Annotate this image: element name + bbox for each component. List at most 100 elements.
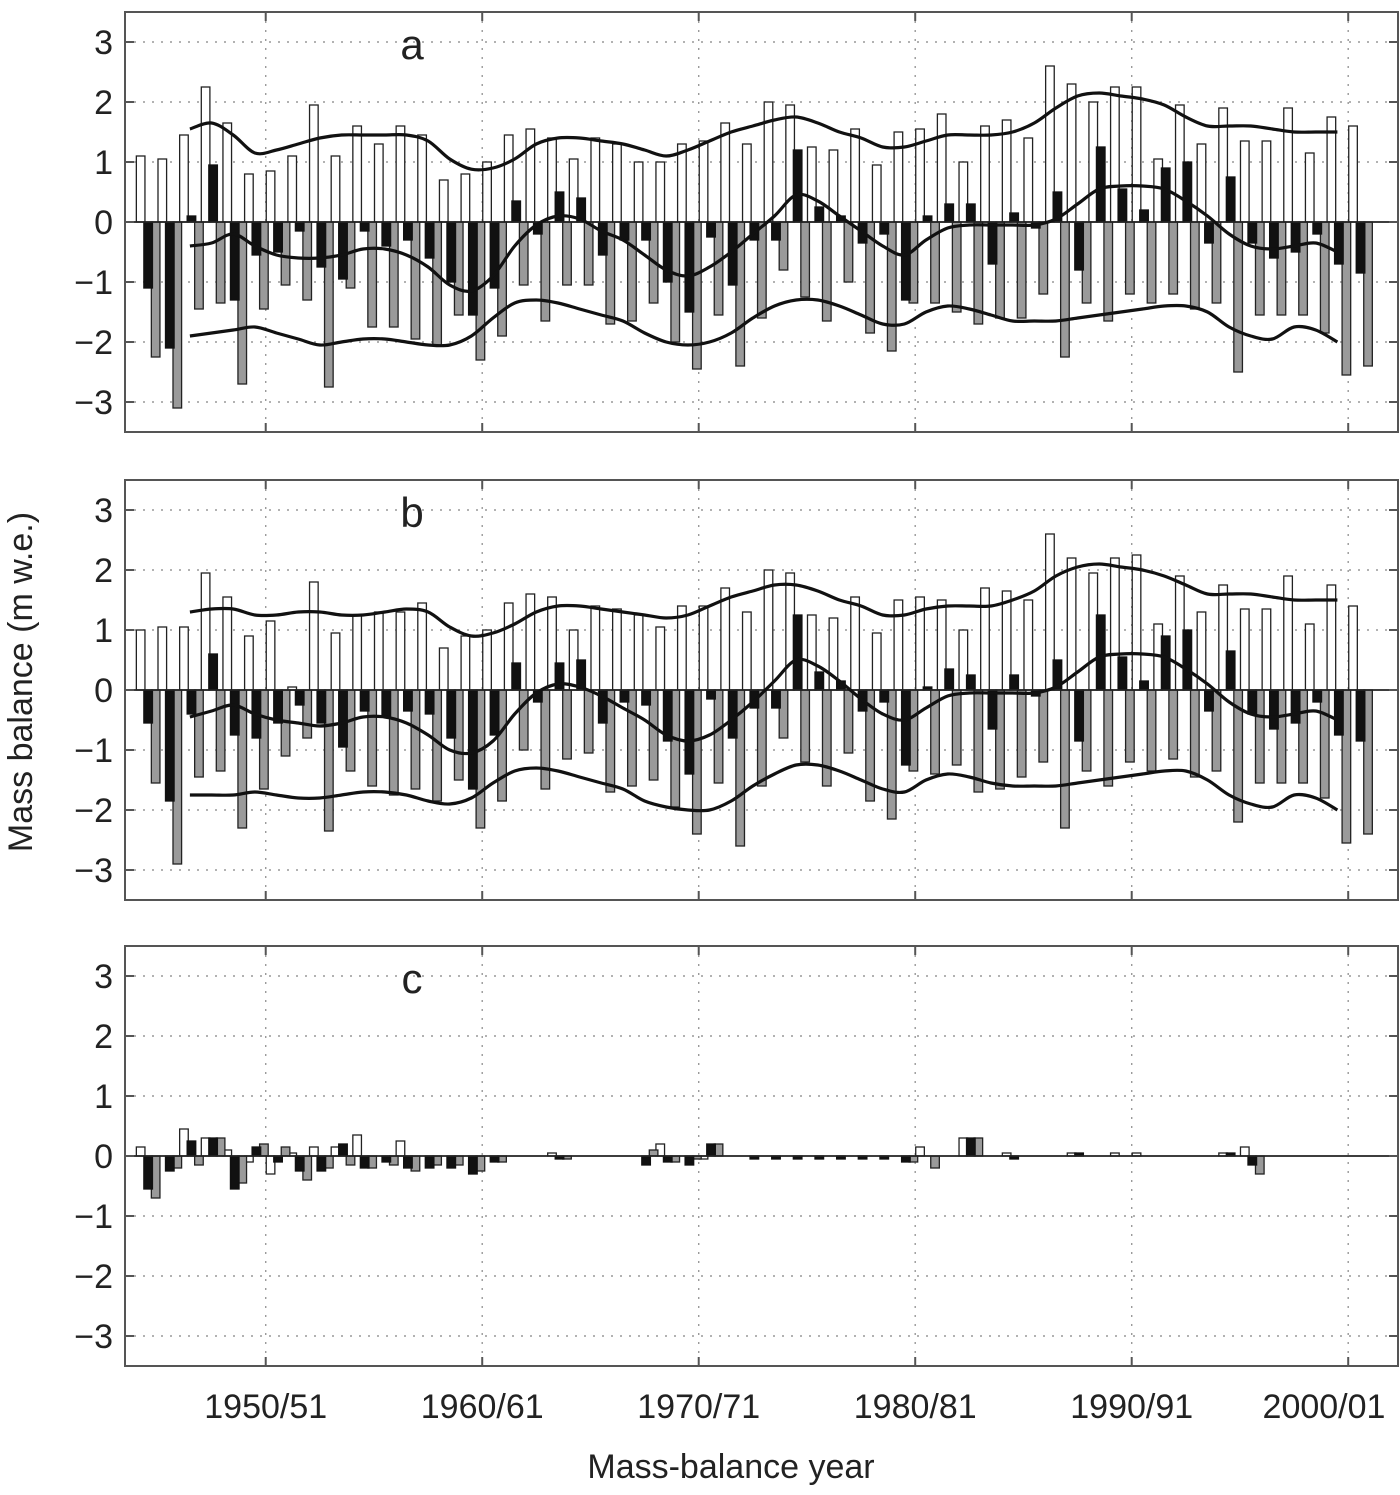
bar-winter [460, 173, 471, 223]
y-tick-label: −3 [74, 852, 113, 890]
curve-winter [189, 91, 1338, 172]
bar-net [208, 1137, 219, 1157]
y-tick-label: 2 [94, 1018, 113, 1056]
bar-summer [562, 221, 572, 286]
curve-winter [189, 562, 1338, 638]
bar-summer [1103, 221, 1114, 322]
bar-net [727, 689, 738, 739]
bar-winter [655, 161, 666, 223]
bar-winter [1066, 557, 1077, 691]
bar-summer [1233, 221, 1244, 373]
bar-winter [330, 155, 341, 223]
bar-winter [1261, 140, 1272, 223]
curve-net [189, 652, 1339, 756]
bar-net [467, 689, 478, 790]
bar-net [294, 221, 305, 232]
bar-winter [871, 632, 882, 691]
bar-winter [1304, 152, 1315, 223]
bar-winter [676, 143, 687, 223]
bar-net [987, 689, 998, 730]
bar-winter [698, 605, 709, 691]
bar-net [446, 689, 457, 739]
bar-summer [1038, 221, 1049, 295]
bar-summer [280, 1146, 291, 1157]
bar-net [229, 689, 240, 736]
bar-winter [980, 587, 990, 691]
bar-net [900, 221, 911, 301]
bar-net [316, 689, 327, 724]
bar-net [641, 1155, 652, 1166]
bar-net [1204, 221, 1214, 244]
bar-summer [843, 689, 854, 754]
panel-label: b [400, 489, 423, 536]
y-tick-label: 2 [94, 552, 113, 590]
bar-winter [352, 1134, 363, 1157]
x-tick-label: 1950/51 [204, 1388, 327, 1426]
bar-summer [713, 689, 724, 784]
bar-net [1074, 221, 1085, 271]
bar-summer [1124, 221, 1135, 295]
bar-winter [698, 140, 709, 223]
bar-net [489, 689, 500, 736]
bar-winter [1131, 554, 1142, 691]
bar-net [1355, 689, 1366, 742]
bar-net [879, 689, 890, 703]
bar-net [619, 689, 630, 703]
bar-winter [525, 128, 536, 223]
bar-winter [1023, 599, 1034, 691]
bar-summer [518, 689, 529, 751]
bar-net [1009, 674, 1020, 691]
bar-winter [352, 125, 363, 223]
bar-net [208, 653, 219, 691]
bar-summer [886, 221, 897, 352]
bar-winter [157, 626, 168, 691]
bar-net [251, 1146, 262, 1157]
bar-winter [1131, 86, 1142, 223]
bar-net [1139, 680, 1149, 691]
bar-net [229, 1155, 240, 1190]
bar-summer [583, 221, 594, 286]
y-tick-label: 2 [94, 84, 113, 122]
bar-summer [843, 221, 854, 283]
bar-net [1204, 689, 1214, 712]
bar-winter [676, 605, 687, 691]
bar-net [164, 689, 175, 802]
y-tick-label: −3 [74, 1318, 113, 1356]
y-tick-label: 1 [94, 612, 113, 650]
bar-winter [330, 632, 341, 691]
bar-winter [135, 629, 146, 691]
bar-winter [1023, 137, 1034, 223]
bar-net [294, 689, 305, 706]
bar-winter [287, 155, 298, 223]
bar-winter [633, 161, 644, 223]
bar-winter [1261, 608, 1272, 691]
bar-summer [886, 689, 897, 820]
bar-net [381, 689, 392, 718]
bar-net [554, 662, 565, 691]
bar-winter [590, 605, 601, 691]
bar-net [1225, 650, 1236, 691]
x-tick-label: 1990/91 [1070, 1388, 1193, 1426]
bar-winter [417, 134, 428, 223]
bar-net [1182, 629, 1193, 691]
bar-winter [178, 134, 189, 223]
bar-summer [215, 689, 226, 772]
bar-net [965, 674, 976, 691]
bar-net [879, 221, 890, 235]
bar-winter [243, 635, 254, 691]
bar-net [143, 689, 154, 724]
bar-net [1117, 656, 1128, 691]
bar-summer [1124, 689, 1135, 763]
bar-net [186, 689, 197, 715]
bar-winter [1066, 83, 1077, 223]
bar-net [208, 164, 219, 223]
bar-net [424, 221, 435, 259]
bar-net [1247, 1155, 1258, 1166]
bar-net [446, 221, 457, 283]
bar-winter [1283, 107, 1294, 223]
bar-net [944, 203, 955, 223]
bar-summer [562, 689, 572, 760]
bar-winter [482, 629, 492, 691]
bar-net [1160, 167, 1171, 223]
bar-summer [193, 1155, 204, 1166]
